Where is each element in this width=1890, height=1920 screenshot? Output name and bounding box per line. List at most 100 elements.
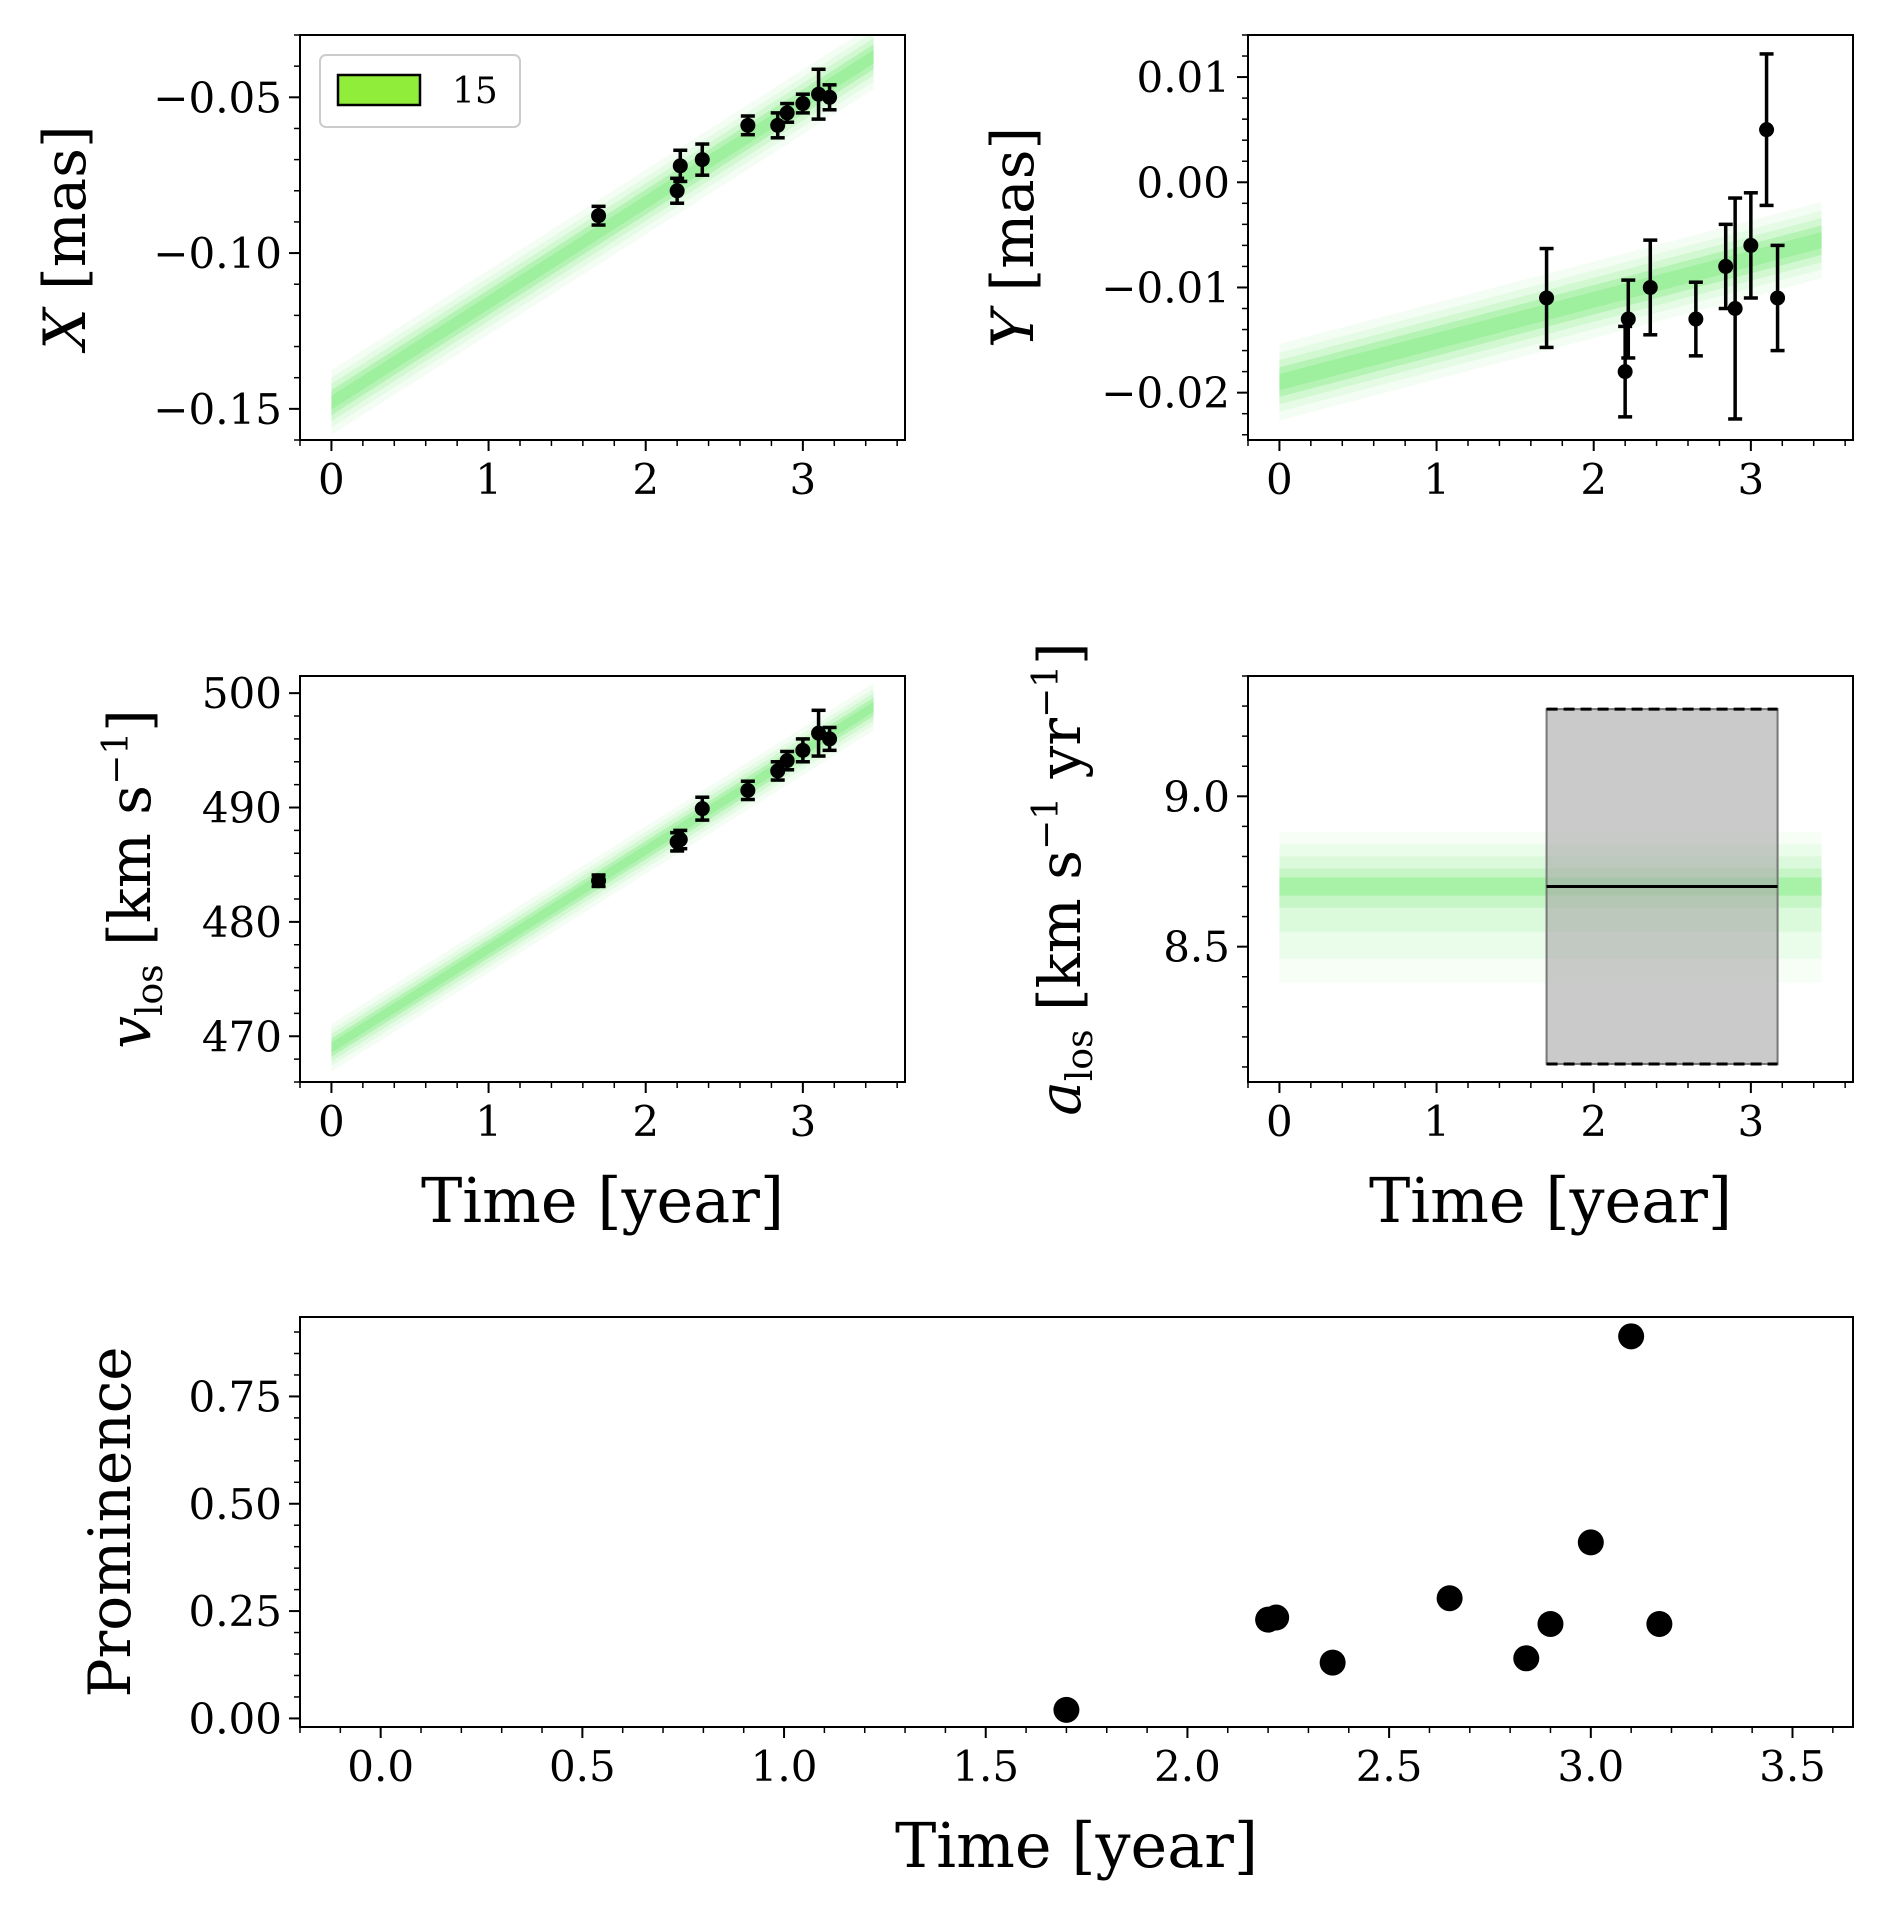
data-point-y-7 (1743, 191, 1759, 300)
x-tick-label: 1 (475, 1097, 502, 1146)
panel-a: 0 1 2 3 9.0 8.5 Time [year] alos [km s−1 yr−1] (1026, 642, 1854, 1237)
axes-frame-a (1247, 675, 1854, 1083)
y-tick-label: 0.00 (1136, 158, 1230, 207)
x-tick-label: 2 (1580, 455, 1607, 504)
y-axis-label-x: X [mas] (31, 125, 99, 353)
data-point-p-5 (1513, 1645, 1540, 1672)
marker (740, 782, 756, 798)
marker (795, 96, 811, 112)
marker (740, 117, 756, 133)
data-point-v-3 (694, 795, 710, 822)
marker (1319, 1649, 1346, 1676)
band-layer (1279, 232, 1822, 391)
marker (779, 105, 795, 121)
x-tick-label: 1 (1423, 1097, 1450, 1146)
marker (822, 89, 838, 105)
marker (795, 742, 811, 758)
marker (770, 117, 786, 133)
y-tick-label: −0.10 (153, 229, 282, 278)
panel-x: 0 1 2 3 −0.05 −0.10 −0.15 X [mas] 15 (31, 34, 906, 504)
y-axis-label-y: Y [mas] (979, 127, 1047, 348)
data-point-x-7 (795, 92, 811, 115)
marker (1620, 311, 1636, 327)
y-tick-label: −0.01 (1101, 263, 1230, 312)
ticks-p: 0.0 0.5 1.0 1.5 2.0 2.5 3.0 3.5 0.75 0.50 0.25 0.00 (188, 1331, 1834, 1791)
marker (1436, 1585, 1463, 1612)
data-point-p-0 (1053, 1696, 1080, 1723)
axes-frame-v (299, 675, 906, 1083)
y-tick-label: 0.25 (188, 1587, 282, 1636)
data-point-x-0 (591, 204, 607, 227)
data-point-p-6 (1537, 1610, 1564, 1637)
y-tick-label: 480 (202, 898, 282, 947)
marker (1263, 1604, 1290, 1631)
legend-label: 15 (452, 71, 498, 112)
axes-frame-y (1247, 34, 1854, 441)
x-tick-label: 0 (1266, 455, 1293, 504)
y-tick-label: −0.15 (153, 385, 282, 434)
y-tick-label: 8.5 (1163, 923, 1230, 972)
marker (1743, 237, 1759, 253)
x-tick-label: 3 (789, 455, 816, 504)
plot-area-y (1279, 52, 1822, 421)
y-tick-label: −0.02 (1101, 369, 1230, 418)
x-tick-label: 3 (1737, 1097, 1764, 1146)
ticks-a: 0 1 2 3 9.0 8.5 (1163, 675, 1846, 1146)
panel-v: 0 1 2 3 500 490 480 470 Time [year] vlos [km s−1] (96, 669, 906, 1237)
data-point-v-2 (672, 828, 688, 851)
data-point-y-0 (1539, 246, 1555, 350)
y-tick-label: 0.50 (188, 1480, 282, 1529)
marker (811, 725, 827, 741)
marker (694, 152, 710, 168)
marker (672, 832, 688, 848)
marker (591, 873, 607, 889)
marker (1617, 364, 1633, 380)
marker (1759, 122, 1775, 138)
marker (1688, 311, 1704, 327)
marker (1053, 1696, 1080, 1723)
marker (591, 208, 607, 224)
data-point-x-6 (779, 101, 795, 124)
x-tick-label: 3 (1737, 455, 1764, 504)
y-tick-label: 500 (202, 669, 282, 718)
axes-frame-x (299, 34, 906, 441)
marker (1642, 279, 1658, 295)
marker (770, 763, 786, 779)
x-tick-label: 0.0 (347, 1742, 414, 1791)
data-point-p-2 (1263, 1604, 1290, 1631)
x-tick-label: 0 (318, 455, 345, 504)
data-point-y-9 (1770, 243, 1786, 353)
data-point-p-9 (1646, 1610, 1673, 1637)
marker (1537, 1610, 1564, 1637)
data-point-v-4 (740, 779, 756, 802)
data-point-x-2 (672, 148, 688, 184)
y-axis-label-a: alos [km s−1 yr−1] (1026, 642, 1101, 1115)
plot-area-a (1279, 707, 1822, 1066)
panel-p: 0.0 0.5 1.0 1.5 2.0 2.5 3.0 3.5 0.75 0.50 0.25 0.00… (76, 1316, 1854, 1882)
data-point-x-3 (694, 142, 710, 177)
marker (694, 801, 710, 817)
panel-y: 0 1 2 3 0.01 0.00 −0.01 −0.02 Y [mas] (979, 34, 1854, 504)
data-point-v-6 (779, 749, 795, 772)
data-point-p-4 (1436, 1585, 1463, 1612)
model-band-y (1279, 201, 1822, 421)
x-tick-label: 3.0 (1557, 1742, 1624, 1791)
data-point-y-4 (1688, 280, 1704, 358)
x-tick-label: 0 (1266, 1097, 1293, 1146)
y-tick-label: 0.01 (1136, 53, 1230, 102)
x-tick-label: 1.0 (751, 1742, 818, 1791)
marker (669, 183, 685, 199)
x-tick-label: 1 (475, 455, 502, 504)
data-point-y-5 (1718, 222, 1734, 311)
data-point-p-7 (1577, 1529, 1604, 1556)
model-band-x (331, 35, 874, 436)
ticks-x: 0 1 2 3 −0.05 −0.10 −0.15 (153, 34, 898, 504)
data-point-x-9 (822, 83, 838, 112)
marker (1618, 1323, 1645, 1350)
x-tick-label: 1 (1423, 455, 1450, 504)
y-tick-label: 490 (202, 784, 282, 833)
data-point-x-4 (740, 114, 756, 137)
y-tick-label: −0.05 (153, 73, 282, 122)
data-point-v-9 (822, 725, 838, 753)
y-axis-label-v: vlos [km s−1] (96, 709, 171, 1049)
